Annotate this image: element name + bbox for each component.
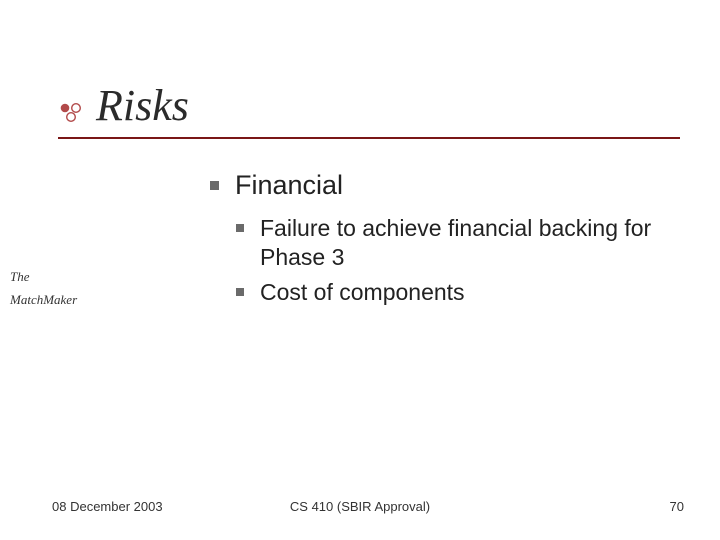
level2-label: Failure to achieve financial backing for… xyxy=(260,214,680,272)
footer-course: CS 410 (SBIR Approval) xyxy=(0,499,720,514)
square-bullet-icon xyxy=(210,181,219,190)
sidebar-line1: The xyxy=(10,270,104,284)
list-item: Cost of components xyxy=(236,278,680,307)
level2-label: Cost of components xyxy=(260,278,465,307)
title-underline xyxy=(58,137,680,139)
slide: Risks Financial Failure to achieve finan… xyxy=(0,0,720,540)
sidebar-line2: MatchMaker xyxy=(10,292,104,308)
list-item: Failure to achieve financial backing for… xyxy=(236,214,680,272)
title-bullet-icon xyxy=(58,102,92,124)
slide-title: Risks xyxy=(96,80,680,137)
title-block: Risks xyxy=(58,80,680,137)
footer: 08 December 2003 CS 410 (SBIR Approval) … xyxy=(0,494,720,514)
square-bullet-icon xyxy=(236,288,244,296)
level1-label: Financial xyxy=(235,170,343,201)
square-bullet-icon xyxy=(236,224,244,232)
bullet-level2-group: Failure to achieve financial backing for… xyxy=(236,214,680,312)
bullet-level1: Financial xyxy=(210,170,343,201)
sidebar-branding: The MatchMaker xyxy=(10,270,104,308)
footer-page-number: 70 xyxy=(670,499,684,514)
